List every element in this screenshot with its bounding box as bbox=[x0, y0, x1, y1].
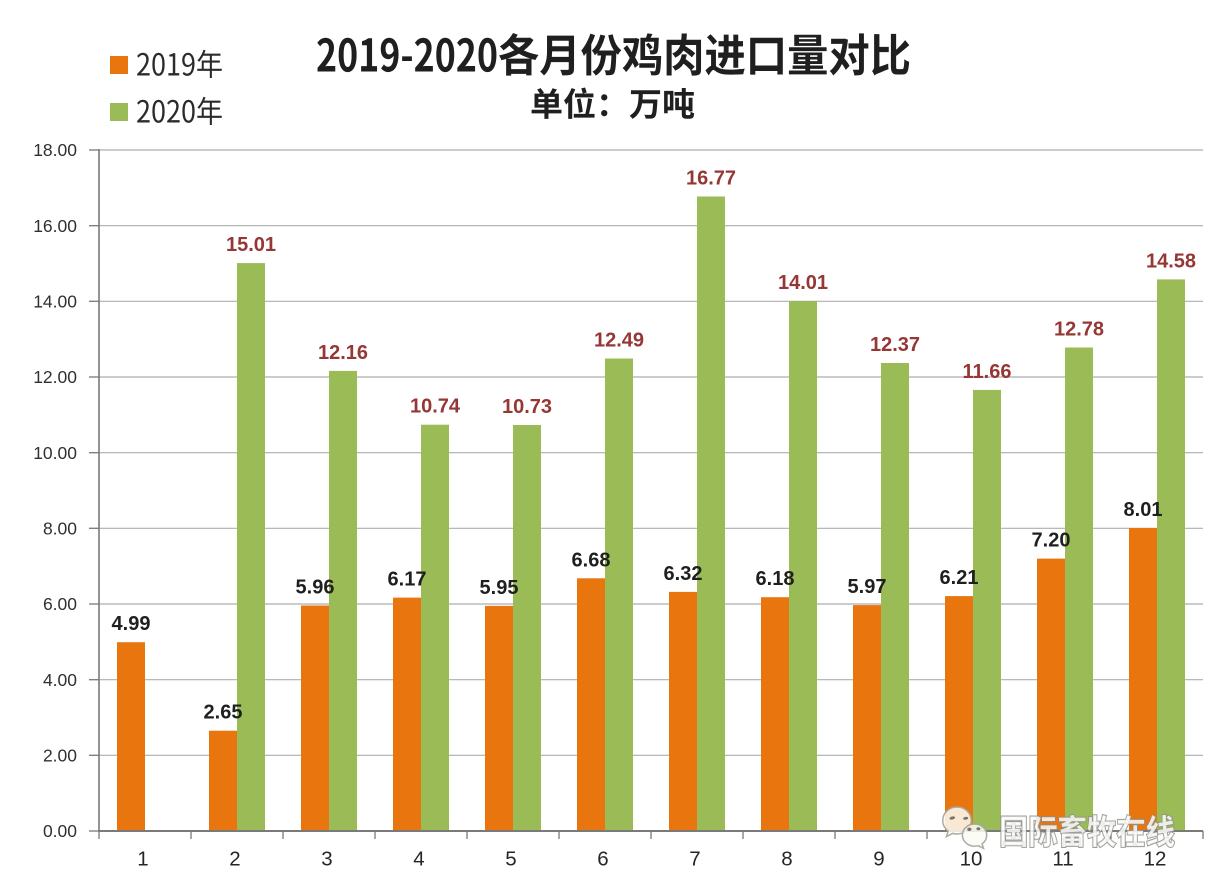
svg-text:6.18: 6.18 bbox=[756, 568, 795, 590]
svg-text:11: 11 bbox=[1052, 848, 1073, 871]
svg-text:14.00: 14.00 bbox=[33, 292, 77, 312]
svg-text:18.00: 18.00 bbox=[33, 140, 77, 160]
svg-text:7: 7 bbox=[689, 848, 700, 871]
svg-text:8.01: 8.01 bbox=[1124, 499, 1163, 521]
svg-text:4.99: 4.99 bbox=[112, 613, 151, 635]
svg-text:5: 5 bbox=[505, 848, 516, 871]
svg-text:8: 8 bbox=[781, 848, 792, 871]
svg-text:5.95: 5.95 bbox=[480, 577, 519, 599]
svg-text:2.00: 2.00 bbox=[43, 746, 77, 766]
svg-text:12.37: 12.37 bbox=[870, 334, 920, 356]
svg-text:12.49: 12.49 bbox=[594, 330, 644, 352]
svg-text:6.32: 6.32 bbox=[664, 563, 703, 585]
svg-text:12.78: 12.78 bbox=[1054, 319, 1104, 341]
svg-text:1: 1 bbox=[137, 848, 148, 871]
svg-text:3: 3 bbox=[321, 848, 332, 871]
svg-text:6.00: 6.00 bbox=[43, 594, 77, 614]
svg-text:12: 12 bbox=[1144, 848, 1167, 871]
svg-text:11.66: 11.66 bbox=[963, 361, 1012, 383]
svg-text:0.00: 0.00 bbox=[43, 821, 77, 841]
svg-text:4.00: 4.00 bbox=[43, 670, 77, 690]
svg-text:5.97: 5.97 bbox=[848, 576, 887, 598]
svg-text:2: 2 bbox=[229, 848, 240, 871]
svg-text:10: 10 bbox=[960, 848, 983, 871]
svg-text:6.17: 6.17 bbox=[388, 569, 427, 591]
svg-text:5.96: 5.96 bbox=[296, 577, 335, 599]
svg-text:12.00: 12.00 bbox=[33, 367, 77, 387]
svg-text:2.65: 2.65 bbox=[204, 702, 243, 724]
svg-text:16.00: 16.00 bbox=[33, 216, 77, 236]
svg-text:6.68: 6.68 bbox=[572, 549, 611, 571]
svg-text:6: 6 bbox=[597, 848, 608, 871]
svg-text:10.73: 10.73 bbox=[502, 396, 552, 418]
svg-text:14.58: 14.58 bbox=[1146, 250, 1196, 272]
svg-text:8.00: 8.00 bbox=[43, 519, 77, 539]
svg-text:10.74: 10.74 bbox=[410, 396, 461, 418]
svg-text:15.01: 15.01 bbox=[226, 234, 276, 256]
svg-text:7.20: 7.20 bbox=[1032, 530, 1071, 552]
svg-text:10.00: 10.00 bbox=[33, 443, 77, 463]
svg-text:12.16: 12.16 bbox=[318, 342, 368, 364]
svg-text:14.01: 14.01 bbox=[778, 272, 828, 294]
svg-text:9: 9 bbox=[873, 848, 884, 871]
svg-text:6.21: 6.21 bbox=[940, 567, 979, 589]
svg-text:16.77: 16.77 bbox=[686, 168, 736, 190]
svg-text:4: 4 bbox=[413, 848, 424, 871]
